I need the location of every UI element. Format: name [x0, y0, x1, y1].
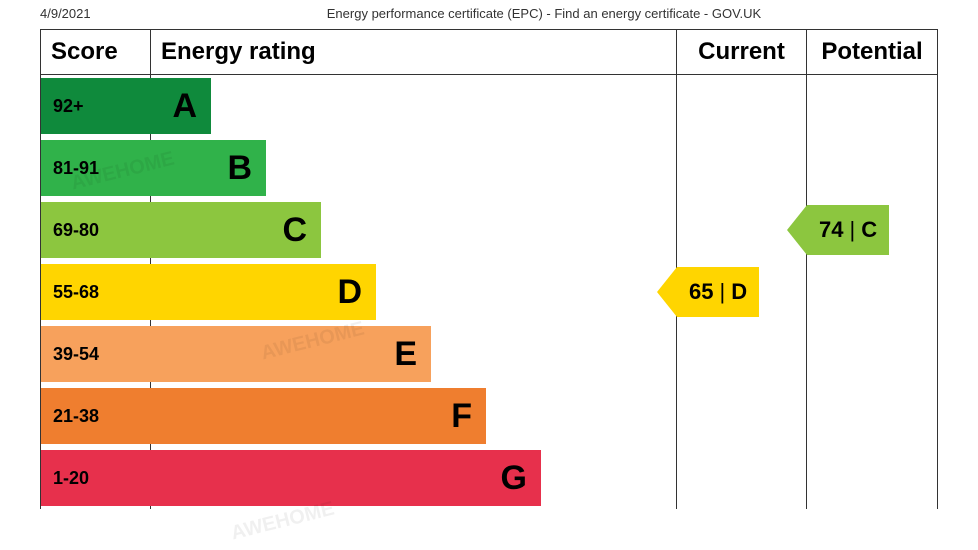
current-cell	[677, 75, 807, 137]
band-bar-cell: F	[151, 385, 677, 447]
pointer-arrow-icon	[657, 267, 677, 317]
pointer-arrow-icon	[787, 205, 807, 255]
pointer-separator: |	[719, 279, 725, 305]
band-letter: A	[172, 87, 197, 126]
col-header-score: Score	[41, 30, 151, 74]
band-row-f: 21-38 F	[41, 385, 937, 447]
band-row-c: 69-80C74|C	[41, 199, 937, 261]
potential-cell	[807, 137, 937, 199]
potential-pointer: 74|C	[787, 205, 889, 255]
col-header-potential: Potential	[807, 30, 937, 74]
band-row-b: 81-91 B	[41, 137, 937, 199]
band-row-d: 55-68D65|D	[41, 261, 937, 323]
band-letter: C	[282, 211, 307, 250]
pointer-body: 74|C	[807, 205, 889, 255]
col-header-current: Current	[677, 30, 807, 74]
current-cell	[677, 137, 807, 199]
potential-cell	[807, 323, 937, 385]
pointer-letter: D	[731, 279, 747, 305]
potential-cell	[807, 385, 937, 447]
current-cell	[677, 447, 807, 509]
pointer-separator: |	[849, 217, 855, 243]
band-bar-cell: A	[151, 75, 677, 137]
potential-cell	[807, 261, 937, 323]
band-bar-cell: E	[151, 323, 677, 385]
band-letter: F	[451, 397, 472, 436]
band-bar-cell: D	[151, 261, 677, 323]
potential-cell: 74|C	[807, 199, 937, 261]
pointer-score: 74	[819, 217, 843, 243]
page-title: Energy performance certificate (EPC) - F…	[150, 6, 938, 21]
band-bar-f: F	[41, 388, 486, 444]
band-row-g: 1-20 G	[41, 447, 937, 509]
potential-cell	[807, 75, 937, 137]
current-cell: 65|D	[677, 261, 807, 323]
band-score-text: 39-54	[53, 344, 99, 365]
epc-page: 4/9/2021 Energy performance certificate …	[0, 0, 978, 550]
band-bar-cell: C	[151, 199, 677, 261]
top-meta-line: 4/9/2021 Energy performance certificate …	[40, 6, 938, 21]
band-bar-cell: G	[151, 447, 677, 509]
print-date: 4/9/2021	[40, 6, 120, 21]
pointer-body: 65|D	[677, 267, 759, 317]
band-row-a: 92+ A	[41, 75, 937, 137]
band-letter: E	[394, 335, 417, 374]
band-score-text: 1-20	[53, 468, 89, 489]
current-cell	[677, 385, 807, 447]
band-bar-g: G	[41, 450, 541, 506]
band-row-e: 39-54 E	[41, 323, 937, 385]
band-letter: D	[337, 273, 362, 312]
band-letter: B	[227, 149, 252, 188]
band-bar-e: E	[41, 326, 431, 382]
current-pointer: 65|D	[657, 267, 759, 317]
potential-cell	[807, 447, 937, 509]
pointer-letter: C	[861, 217, 877, 243]
band-score-text: 21-38	[53, 406, 99, 427]
band-letter: G	[501, 459, 527, 498]
band-score-text: 55-68	[53, 282, 99, 303]
pointer-score: 65	[689, 279, 713, 305]
band-score-text: 92+	[53, 96, 84, 117]
band-score-text: 69-80	[53, 220, 99, 241]
current-cell	[677, 323, 807, 385]
band-bar-cell: B	[151, 137, 677, 199]
epc-chart: Score Energy rating Current Potential 92…	[40, 29, 938, 509]
col-header-rating: Energy rating	[151, 30, 677, 74]
band-score-text: 81-91	[53, 158, 99, 179]
header-row: Score Energy rating Current Potential	[41, 30, 937, 75]
